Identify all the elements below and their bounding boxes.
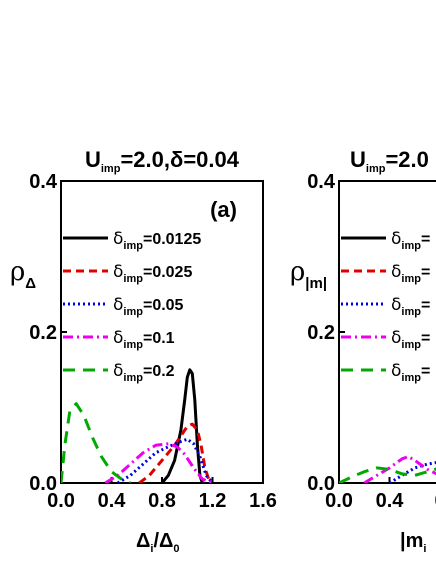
legend-entry: δimp=0.2 — [113, 361, 175, 384]
series-line-4 — [104, 442, 214, 483]
legend-entry: δimp= — [391, 262, 430, 285]
x-tick-label: 0.0 — [325, 490, 353, 512]
y-tick-label: 0.0 — [29, 473, 57, 495]
legend-entry: δimp=0.025 — [113, 262, 192, 285]
legend-entry: δimp= — [391, 229, 430, 252]
x-axis-label: Δi/Δ0 — [136, 530, 180, 555]
series-line-1 — [160, 368, 204, 483]
x-tick-label: 0.4 — [98, 490, 127, 512]
x-tick-label: 1.6 — [249, 490, 277, 512]
series-group — [339, 455, 436, 483]
y-tick-label: 0.4 — [29, 171, 58, 193]
y-tick-label: 0.2 — [307, 322, 335, 344]
legend-entry: δimp=0.1 — [113, 328, 175, 351]
y-tick-label: 0.4 — [307, 171, 336, 193]
legend-entry: δimp= — [391, 295, 430, 318]
legend-entry: δimp=0.0125 — [113, 229, 201, 252]
y-axis-label: ρΔ — [10, 257, 36, 292]
series-line-5 — [339, 466, 436, 483]
x-axis-label: |mi — [400, 530, 426, 555]
series-line-4 — [363, 455, 436, 483]
x-tick-label: 0 — [434, 490, 436, 512]
chart-title: Uimp=2.0 — [350, 147, 429, 175]
series-line-5 — [61, 402, 131, 483]
x-tick-label: 1.2 — [199, 490, 227, 512]
series-line-3 — [117, 437, 214, 483]
y-tick-label: 0.0 — [307, 473, 335, 495]
chart-title: Uimp=2.0,δ=0.04 — [85, 147, 240, 175]
legend-entry: δimp= — [391, 328, 430, 351]
series-group — [61, 368, 214, 483]
x-tick-label: 0.0 — [47, 490, 75, 512]
x-tick-label: 0.4 — [376, 490, 405, 512]
x-tick-label: 0.8 — [148, 490, 176, 512]
series-line-3 — [388, 461, 436, 483]
y-axis-label: ρ|m| — [290, 257, 327, 292]
legend-entry: δimp= — [391, 361, 430, 384]
panel-label: (a) — [210, 197, 237, 222]
chart-panel-a: 0.0 0.2 0.4 0.0 0.4 0.8 1.2 1.6 Uimp=2.0,δ=0.04 ρ… — [10, 147, 277, 555]
y-tick-label: 0.2 — [29, 322, 57, 344]
series-line-2 — [138, 422, 212, 483]
legend-entry: δimp=0.05 — [113, 295, 184, 318]
chart-panel-b: 0.0 0.2 0.4 0.0 0.4 0 Uimp=2.0 ρ|m| |mi δimp= δimp… — [290, 147, 436, 555]
